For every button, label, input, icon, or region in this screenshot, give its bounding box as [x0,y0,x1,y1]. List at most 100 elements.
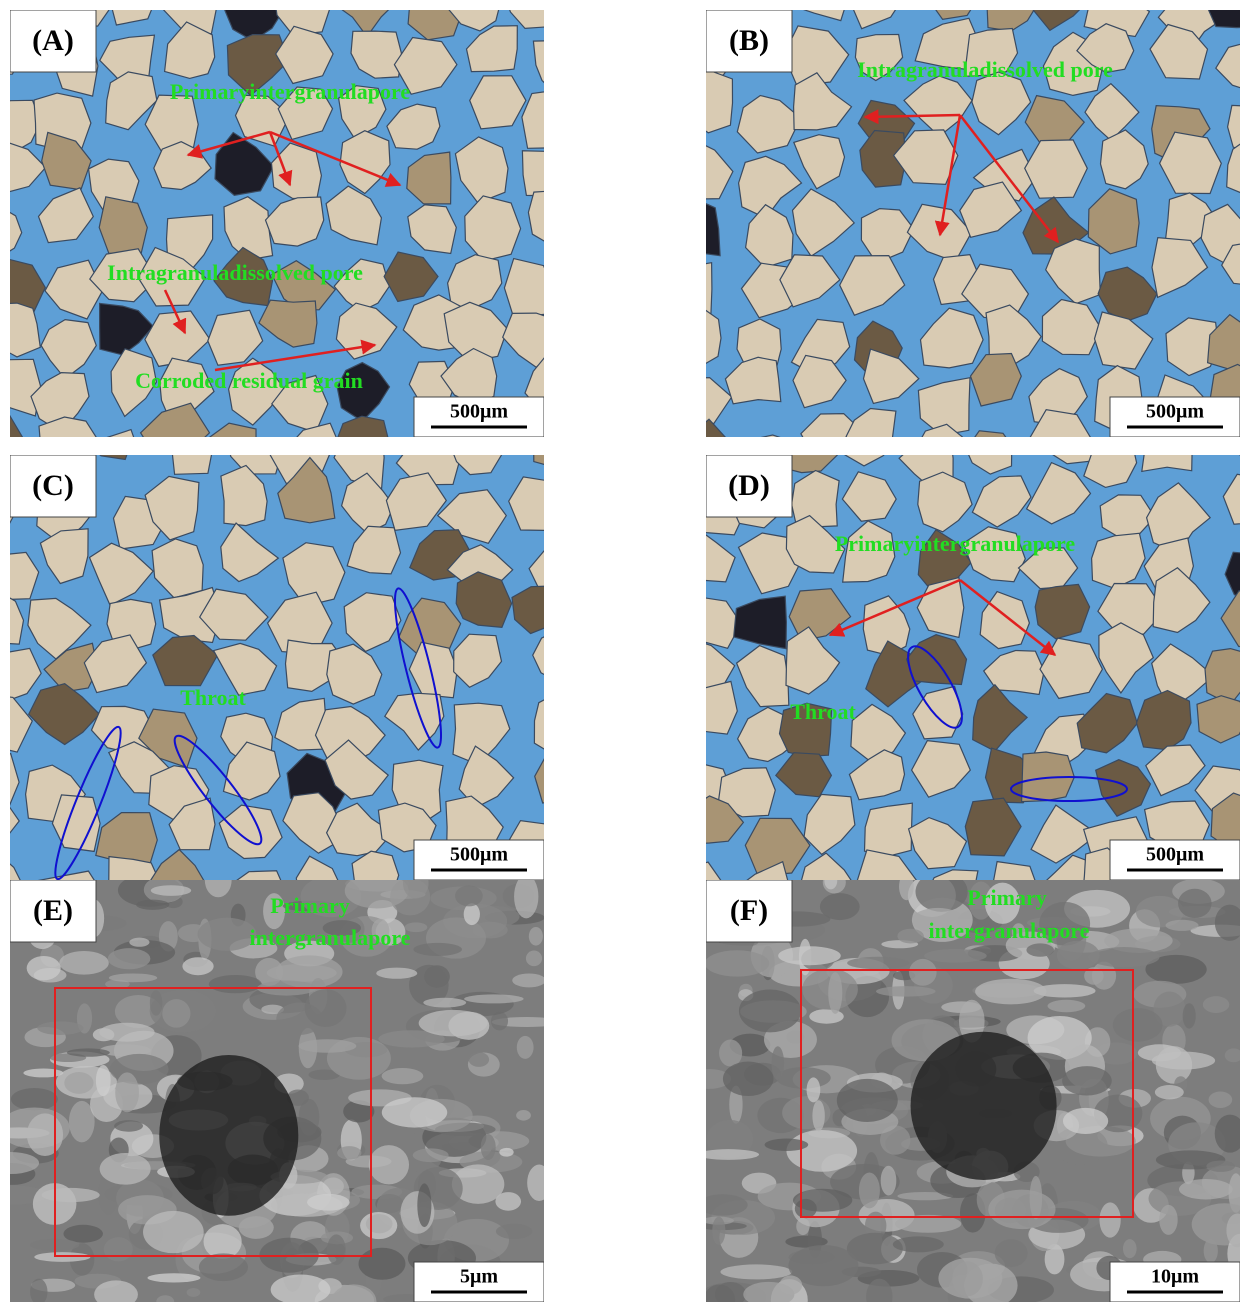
sem-texture [376,968,417,979]
annotation: Intragranuladissolved pore [857,57,1113,82]
sem-texture [512,973,546,987]
annotation: Corroded residual grain [135,368,363,393]
annotation: Primaryintergranulapore [170,79,411,104]
sem-texture [327,1234,346,1265]
sem-texture [11,1088,58,1110]
scale-bar-label: 500μm [1146,844,1204,866]
sem-texture [705,950,769,976]
sem-texture [1062,1066,1112,1095]
panel-label: (D) [728,469,770,502]
sem-texture [496,1224,533,1239]
pore-dark [911,1032,1057,1180]
sem-texture [337,1146,361,1159]
sem-texture [151,885,191,896]
sem-texture [723,1062,774,1097]
sem-texture [419,1010,488,1036]
sem-texture [359,1248,406,1280]
sem-texture [893,1236,944,1252]
sem-texture [1179,1179,1233,1199]
panel: Primaryintergranulapore Throat (D) 500μm [664,408,1242,924]
annotation: Throat [790,699,856,724]
sem-texture [209,975,262,993]
sem-texture [859,1173,880,1209]
grain [664,440,708,492]
panel: Primaryintergranulapore Intragranuladisso… [0,0,584,480]
scale-bar-label: 500μm [1146,401,1204,423]
micrograph: Primaryintergranulapore Throat (D) 500μm [664,408,1242,924]
sem-texture [100,1153,151,1185]
sem-texture [1123,1239,1137,1258]
scale-bar-label: 500μm [450,844,508,866]
sem-texture [517,1036,534,1059]
grain [522,90,580,149]
sem-texture [455,885,483,906]
sem-texture [1203,996,1229,1013]
annotation: intergranulapore [929,918,1090,943]
grain [683,70,733,133]
sem-texture [423,998,466,1008]
sem-texture [837,1079,898,1122]
sem-texture [37,1021,83,1035]
annotation: Primary [270,893,349,918]
annotation: Throat [180,685,246,710]
sem-texture [64,1072,93,1094]
grain [522,150,579,196]
sem-texture [1057,941,1100,970]
sem-texture [778,946,841,965]
sem-texture [469,1052,490,1067]
sem-texture [1155,1085,1184,1099]
sem-texture [417,1183,431,1227]
panel: Primary intergranulapore (F) 10μm [687,869,1242,1302]
sem-texture [739,990,801,1033]
annotation: Primary [967,885,1046,910]
sem-texture [1225,1048,1242,1062]
sem-texture [772,1046,785,1080]
panel-label: (F) [730,894,768,927]
sem-texture [1113,1008,1163,1042]
micrograph: Primaryintergranulapore Intragranuladisso… [0,0,584,480]
sem-texture [786,1130,857,1172]
scale-bar-label: 5μm [460,1266,498,1288]
sem-texture [812,1100,824,1131]
sem-texture [413,1148,449,1162]
sem-texture [779,1276,802,1295]
sem-texture [136,900,169,910]
sem-texture [995,1239,1028,1267]
micrograph: Intragranuladissolved pore (B) 500μm [660,0,1242,484]
annotation: Intragranuladissolved pore [107,260,363,285]
panel-label: (B) [729,24,769,57]
grain [662,263,712,324]
scale-bar-label: 10μm [1151,1266,1199,1288]
sem-texture [529,927,543,946]
sem-texture [187,1288,201,1297]
sem-texture [299,1039,357,1052]
sem-texture [150,990,162,1016]
sem-texture [881,1166,897,1196]
sem-texture [27,956,61,980]
sem-texture [909,959,937,986]
sem-texture [182,957,213,975]
sem-texture [1063,1108,1108,1134]
sem-texture [514,875,538,919]
sem-texture [63,1225,103,1243]
sem-texture [1178,889,1212,918]
sem-texture [1204,1239,1218,1263]
sem-texture [464,903,480,925]
page: {"panels": [ {"label": "(A)", "annotatio… [0,0,1242,1302]
sem-texture [1152,1052,1215,1070]
grain [509,477,572,531]
sem-texture [143,1211,204,1253]
pore-dark [159,1055,298,1216]
micrograph: Throat(C)500μm [0,406,585,935]
annotation: Primaryintergranulapore [835,531,1076,556]
panel: Intragranuladissolved pore (B) 500μm [660,0,1242,484]
sem-texture [67,1048,110,1056]
panel-label: (E) [33,894,73,927]
sem-texture [1099,1202,1120,1237]
sem-texture [516,1110,531,1121]
grain [664,306,721,367]
sem-texture [115,1072,139,1112]
sem-texture [720,1264,792,1279]
sem-texture [1048,1000,1086,1012]
scale-bar-label: 500μm [450,401,508,423]
